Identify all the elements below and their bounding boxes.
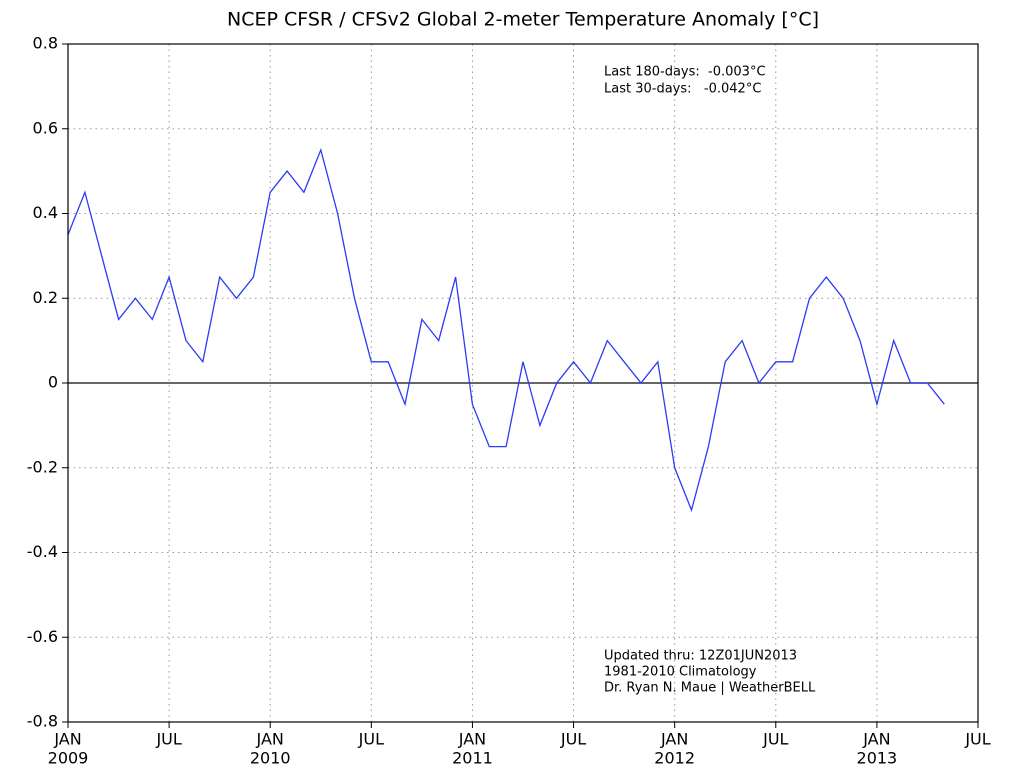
- data-line: [67, 147, 945, 513]
- x-tick-year: 2012: [654, 749, 695, 768]
- annotation: Last 180-days: -0.003°C: [604, 65, 766, 80]
- chart-title: NCEP CFSR / CFSv2 Global 2-meter Tempera…: [227, 9, 819, 31]
- x-tick-year: 2009: [48, 749, 89, 768]
- x-tick-label: JAN: [660, 730, 688, 749]
- x-tick-label: JUL: [560, 730, 586, 749]
- y-tick-label: -0.2: [27, 457, 58, 476]
- x-tick-label: JAN: [458, 730, 486, 749]
- x-tick-label: JAN: [53, 730, 81, 749]
- y-tick-label: 0.4: [33, 203, 58, 222]
- annotation: Updated thru: 12Z01JUN2013: [604, 649, 797, 664]
- y-tick-label: 0.6: [33, 118, 58, 137]
- y-tick-label: -0.4: [27, 542, 58, 561]
- y-tick-label: -0.6: [27, 627, 58, 646]
- y-tick-label: 0: [48, 373, 58, 392]
- y-tick-label: 0.2: [33, 288, 58, 307]
- x-tick-label: JUL: [762, 730, 788, 749]
- x-tick-year: 2011: [452, 749, 493, 768]
- x-tick-year: 2013: [857, 749, 898, 768]
- x-tick-label: JUL: [155, 730, 181, 749]
- y-tick-label: -0.8: [27, 712, 58, 731]
- annotation: Dr. Ryan N. Maue | WeatherBELL: [604, 681, 816, 696]
- x-tick-label: JAN: [256, 730, 284, 749]
- x-tick-label: JAN: [862, 730, 890, 749]
- x-tick-label: JUL: [358, 730, 384, 749]
- y-tick-label: 0.8: [33, 34, 58, 53]
- annotation: Last 30-days: -0.042°C: [604, 82, 761, 97]
- x-tick-year: 2010: [250, 749, 291, 768]
- annotation: 1981-2010 Climatology: [604, 665, 757, 680]
- plot-frame: [67, 43, 979, 723]
- x-tick-label: JUL: [964, 730, 990, 749]
